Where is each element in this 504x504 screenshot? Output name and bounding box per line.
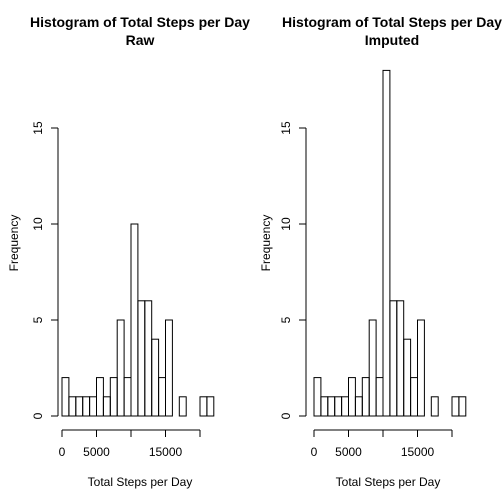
chart-subtitle: Raw [126,32,155,48]
y-tick-label: 15 [279,121,293,135]
x-tick-label: 5000 [83,445,110,459]
chart-title: Histogram of Total Steps per Day [282,14,502,30]
histogram-bar [158,377,167,417]
histogram-bar [123,377,132,417]
histogram-bar [320,396,329,417]
y-tick-label: 0 [31,412,45,419]
histogram-bar [96,377,104,417]
histogram-bar [458,396,467,417]
histogram-bar [430,396,439,417]
histogram-bar [348,377,356,417]
histogram-bar [151,338,160,417]
histogram-bar [109,377,118,417]
histogram-bar [382,69,391,417]
histogram-panel-raw: Histogram of Total Steps per Day Raw 0 5000… [7,14,250,489]
histogram-bar [341,396,350,417]
histogram-bar [61,377,70,417]
histogram-panel-imputed: Histogram of Total Steps per Day Imputed 0… [259,14,502,489]
histogram-bar [403,338,412,417]
histogram-bar [199,396,208,417]
histogram-bar [89,396,97,417]
histogram-bar [144,300,153,417]
histogram-bar [451,396,460,417]
x-tick-label: 0 [59,445,66,459]
x-axis-label: Total Steps per Day [88,475,193,489]
histogram-bar [389,300,398,417]
histogram-bar [368,319,377,417]
histogram-bar [334,396,343,417]
x-tick-label: 15000 [149,445,183,459]
histogram-bar [375,377,384,417]
chart-subtitle: Imputed [365,32,419,48]
chart-title: Histogram of Total Steps per Day [30,14,250,30]
histogram-bar [102,396,111,417]
histogram-bar [165,319,173,417]
y-tick-label: 0 [279,412,293,419]
y-tick-label: 10 [279,217,293,231]
histogram-bar [68,396,77,417]
histogram-bar [206,396,215,417]
histogram-bar [75,396,84,417]
y-tick-label: 5 [279,316,293,323]
x-tick-label: 15000 [401,445,435,459]
histogram-bar [313,377,322,417]
x-tick-label: 0 [311,445,318,459]
histogram-bar [396,300,405,417]
y-axis-label: Frequency [259,215,273,272]
histogram-bar [130,223,139,417]
histogram-bar [354,396,363,417]
histogram-bar [361,377,370,417]
histogram-bar [137,300,146,417]
histogram-bar [327,396,336,417]
y-tick-label: 10 [31,217,45,231]
y-axis-label: Frequency [7,215,21,272]
x-axis-label: Total Steps per Day [336,475,441,489]
histogram-bar [178,396,187,417]
histogram-bar [116,319,125,417]
x-tick-label: 5000 [335,445,362,459]
histogram-bar [417,319,425,417]
histogram-bar [410,377,419,417]
y-tick-label: 15 [31,121,45,135]
histogram-bar [82,396,91,417]
y-tick-label: 5 [31,316,45,323]
